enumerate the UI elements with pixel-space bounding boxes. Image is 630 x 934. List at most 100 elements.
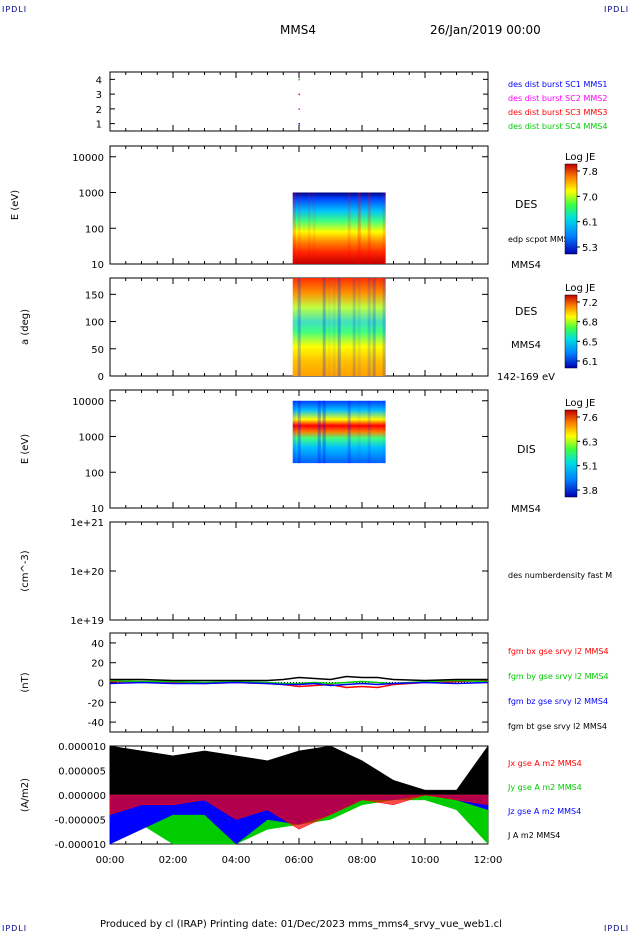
y-tick-label: 20 [91,659,104,670]
colorbar-2-tick: 6.5 [582,337,598,348]
colorbar-3-title: Log JE [565,398,595,409]
plot-date: 26/Jan/2019 00:00 [430,23,541,37]
x-tick-label: 00:00 [96,855,125,866]
y-tick-label: 0.000005 [58,767,106,778]
des-energy-spectrogram-stripe [297,192,301,264]
corner-label-tr: IPDLI [604,5,630,14]
legend-entry: fgm bx gse srvy l2 MMS4 [508,647,609,656]
y-axis-label: (cm^-3) [20,550,31,591]
legend-entry: des dist burst SC3 MMS3 [508,108,607,117]
y-tick-label: 1 [96,120,102,131]
colorbar-1-tick: 7.0 [582,192,598,203]
y-tick-label: -0.000010 [55,840,106,851]
des-energy-spectrogram [292,192,386,264]
dis-energy-spectrogram-stripe [322,400,326,464]
colorbar-1-tick: 5.3 [582,243,598,254]
panel-bottom-label: 142-169 eV [497,372,555,383]
y-tick-label: 2 [96,105,102,116]
y-tick-label: 1e+20 [70,567,104,578]
y-tick-label: 10000 [72,153,104,164]
legend-entry: fgm bz gse srvy l2 MMS4 [508,697,608,706]
footer-credits: Produced by cl (IRAP) Printing date: 01/… [100,919,502,930]
plot-title: MMS4 [280,23,316,37]
current-series-area [109,794,489,830]
y-tick-label: 3 [96,90,102,101]
legend-entry: Jy gse A m2 MMS4 [507,783,582,792]
colorbar-2-tick: 6.8 [582,318,598,329]
y-axis-label: a (deg) [20,309,31,345]
des-energy-spectrogram-stripe [347,192,351,264]
panel-sublabel: edp scpot MMS4 [508,235,574,244]
y-tick-label: 1e+21 [70,518,104,529]
panel-label: DES [515,198,537,211]
y-tick-label: 1000 [79,189,104,200]
y-tick-label: 100 [85,318,104,329]
y-tick-label: -20 [88,698,104,709]
colorbar-3-bar [564,409,578,498]
des-energy-spectrogram-stripe [357,192,361,264]
y-tick-label: 10000 [72,397,104,408]
y-tick-label: 0.000000 [58,791,106,802]
y-tick-label: -40 [88,718,104,729]
dis-energy-spectrogram-stripe [347,400,351,464]
y-tick-label: 100 [85,468,104,479]
x-tick-label: 02:00 [159,855,188,866]
panel-sublabel: MMS4 [511,340,541,351]
y-tick-label: 0 [98,679,104,690]
y-axis-label: (A/m2) [20,778,31,812]
des-pitch-spectrogram-stripe [297,278,301,376]
panel-frame-1 [109,71,489,132]
colorbar-2-tick: 6.1 [582,357,598,368]
des-pitch-spectrogram-stripe [332,278,336,376]
des-energy-spectrogram-stripe [382,192,386,264]
corner-label-tl: IPDLI [2,5,28,14]
y-tick-label: 150 [85,290,104,301]
des-pitch-spectrogram-stripe [327,278,331,376]
legend-entry: fgm bt gse srvy l2 MMS4 [508,722,607,731]
y-tick-label: 10 [91,504,104,515]
dis-energy-spectrogram-stripe [367,400,371,464]
des-pitch-spectrogram [292,278,386,376]
legend-entry: des dist burst SC1 MMS1 [508,80,607,89]
y-tick-label: 0 [98,372,104,383]
des-pitch-spectrogram-stripe [352,278,356,376]
burst-marker [298,123,300,125]
des-energy-spectrogram-stripe [292,192,296,264]
colorbar-1-title: Log JE [565,152,595,163]
y-tick-label: 1000 [79,433,104,444]
colorbar-3-tick: 7.6 [582,413,598,424]
dis-energy-spectrogram-stripe [357,400,361,464]
x-tick-label: 10:00 [411,855,440,866]
des-pitch-spectrogram-stripe [367,278,371,376]
y-tick-label: -0.000005 [55,816,106,827]
legend-entry: des dist burst SC4 MMS4 [508,122,607,131]
legend-entry: des numberdensity fast M [508,571,612,580]
panel-label: DIS [517,443,536,456]
y-axis-label: (nT) [20,672,31,692]
y-tick-label: 10 [91,260,104,271]
y-axis-label: E (eV) [20,434,31,464]
dis-energy-spectrogram [292,400,386,464]
des-pitch-spectrogram-stripe [372,278,376,376]
legend-entry: des dist burst SC2 MMS2 [508,94,607,103]
des-energy-spectrogram-stripe [303,193,306,264]
des-energy-spectrogram-stripe [367,192,371,264]
panel-bottom-label: MMS4 [511,504,541,515]
burst-marker [298,93,300,96]
x-tick-label: 08:00 [348,855,377,866]
des-pitch-spectrogram-stripe [357,278,361,376]
current-series-area [109,745,489,796]
colorbar-3-tick: 3.8 [582,486,598,497]
legend-entry: J A m2 MMS4 [507,831,560,840]
dis-energy-spectrogram-stripe [382,400,386,464]
des-pitch-spectrogram-stripe [337,278,341,376]
colorbar-1-tick: 7.8 [582,167,598,178]
legend-entry: Jz gse A m2 MMS4 [507,807,581,816]
y-tick-label: 100 [85,224,104,235]
panel-frame-5 [109,521,489,621]
fgm-series-line [110,675,488,682]
colorbar-2-bar [564,294,578,369]
colorbar-1-tick: 6.1 [582,218,598,229]
y-tick-label: 50 [91,345,104,356]
